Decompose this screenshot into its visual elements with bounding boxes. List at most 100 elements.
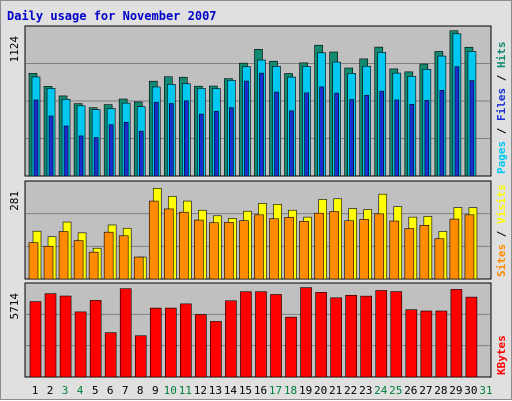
bar-pages-day-9 — [153, 101, 159, 177]
bar-kbytes-day-4 — [74, 311, 87, 378]
bar-sites-day-30 — [464, 214, 475, 280]
bar-pages-day-25 — [394, 99, 400, 177]
bar-sites-day-26 — [404, 228, 415, 280]
day-label-15: 15 — [239, 384, 252, 397]
day-label-27: 27 — [419, 384, 432, 397]
bar-kbytes-day-28 — [435, 310, 448, 378]
bar-sites-day-28 — [434, 238, 445, 280]
bar-pages-day-23 — [364, 94, 370, 177]
day-label-30: 30 — [464, 384, 477, 397]
bar-pages-day-24 — [379, 90, 385, 177]
bar-kbytes-day-22 — [345, 294, 357, 378]
bar-kbytes-day-25 — [390, 291, 403, 378]
day-label-28: 28 — [434, 384, 447, 397]
day-label-22: 22 — [344, 384, 357, 397]
legend-sites: Sites — [495, 244, 508, 277]
bar-pages-day-30 — [469, 80, 475, 177]
bar-sites-day-18 — [284, 217, 294, 280]
bar-pages-day-26 — [409, 104, 415, 177]
bar-kbytes-day-24 — [375, 290, 388, 378]
day-label-19: 19 — [299, 384, 312, 397]
bar-pages-day-18 — [289, 110, 294, 177]
bar-sites-day-17 — [269, 218, 279, 280]
bar-kbytes-day-18 — [285, 316, 297, 378]
bar-kbytes-day-5 — [89, 300, 102, 378]
bar-kbytes-day-1 — [29, 301, 42, 378]
axis-max-label: 1124 — [8, 36, 21, 63]
bar-sites-day-7 — [118, 235, 129, 280]
bar-kbytes-day-26 — [405, 309, 418, 378]
bar-pages-day-2 — [48, 115, 54, 177]
bar-pages-day-7 — [123, 122, 129, 177]
bar-kbytes-day-16 — [255, 291, 267, 378]
bar-kbytes-day-8 — [134, 335, 147, 378]
day-label-5: 5 — [92, 384, 99, 397]
bar-sites-day-3 — [58, 231, 69, 280]
day-label-2: 2 — [47, 384, 54, 397]
bar-sites-day-20 — [314, 212, 324, 280]
bar-kbytes-day-13 — [210, 321, 222, 378]
bar-sites-day-25 — [389, 220, 400, 280]
bar-pages-day-1 — [33, 99, 39, 177]
bar-sites-day-11 — [179, 211, 189, 280]
bar-pages-day-12 — [199, 113, 204, 177]
bar-pages-day-3 — [63, 125, 69, 177]
day-label-6: 6 — [107, 384, 114, 397]
bar-pages-day-22 — [349, 99, 354, 177]
legend-hits: Hits — [495, 42, 508, 69]
bar-kbytes-day-6 — [104, 332, 117, 378]
legend-files: Files — [495, 88, 508, 121]
day-label-24: 24 — [374, 384, 388, 397]
bar-pages-day-5 — [93, 137, 99, 177]
bar-sites-day-15 — [239, 220, 249, 280]
bar-sites-day-9 — [148, 200, 159, 280]
day-label-13: 13 — [209, 384, 222, 397]
bar-sites-day-24 — [374, 213, 385, 280]
bar-sites-day-29 — [449, 218, 460, 280]
bar-pages-day-11 — [184, 100, 189, 177]
bar-sites-day-14 — [224, 222, 234, 280]
bar-sites-day-23 — [359, 219, 370, 280]
day-label-8: 8 — [137, 384, 144, 397]
bar-kbytes-day-20 — [315, 292, 327, 378]
bar-kbytes-day-10 — [164, 307, 177, 378]
bar-pages-day-8 — [138, 130, 144, 177]
day-label-11: 11 — [179, 384, 192, 397]
bar-pages-day-17 — [274, 91, 279, 177]
bar-sites-day-19 — [299, 221, 309, 280]
visits-sites-panel: 281 Sites / Visits — [8, 180, 508, 280]
day-label-31: 31 — [479, 384, 492, 397]
day-label-9: 9 — [152, 384, 159, 397]
bar-pages-day-21 — [334, 92, 339, 177]
bar-sites-day-8 — [133, 256, 144, 280]
bar-kbytes-day-9 — [149, 307, 162, 378]
bar-kbytes-day-19 — [300, 287, 312, 378]
bar-sites-day-10 — [163, 208, 174, 280]
bar-kbytes-day-11 — [180, 303, 192, 378]
day-label-1: 1 — [32, 384, 39, 397]
day-label-12: 12 — [194, 384, 207, 397]
day-label-21: 21 — [329, 384, 342, 397]
bar-sites-day-12 — [194, 219, 204, 280]
bar-kbytes-day-12 — [195, 314, 207, 378]
bar-pages-day-20 — [319, 86, 324, 177]
bar-kbytes-day-3 — [59, 295, 72, 378]
legend-kbytes: KBytes — [495, 335, 508, 375]
bar-sites-day-6 — [103, 231, 114, 280]
bar-sites-day-16 — [254, 214, 264, 280]
legend-visits: Visits — [495, 184, 508, 224]
day-label-26: 26 — [404, 384, 417, 397]
bar-kbytes-day-27 — [420, 310, 433, 378]
bar-kbytes-day-21 — [330, 297, 342, 378]
kbytes-legend: KBytes — [495, 335, 508, 375]
chart-title: Daily usage for November 2007 — [7, 9, 217, 23]
bar-sites-day-5 — [88, 251, 99, 280]
bar-sites-day-13 — [209, 222, 219, 280]
bar-kbytes-day-17 — [270, 294, 282, 378]
day-label-17: 17 — [269, 384, 282, 397]
day-label-18: 18 — [284, 384, 297, 397]
bar-pages-day-28 — [439, 89, 445, 177]
day-label-20: 20 — [314, 384, 327, 397]
bar-sites-day-2 — [43, 245, 54, 280]
